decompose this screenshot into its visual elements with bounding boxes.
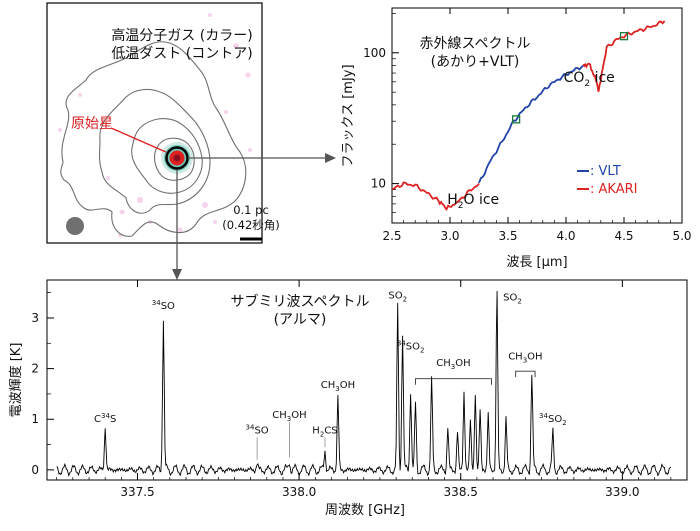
submm-line-label-c34s: C34S bbox=[94, 412, 116, 425]
submm-y-tick-label: 0 bbox=[31, 463, 39, 477]
submm-line-label-so2-a: SO2 bbox=[388, 291, 407, 304]
ir-x-axis-label: 波長 [μm] bbox=[506, 255, 567, 270]
image-panel: 高温分子ガス (カラー) 低温ダスト (コントア) 原始星 0.1 pc (0.… bbox=[46, 2, 336, 280]
ir-y-tick-label: 10 bbox=[371, 177, 386, 191]
ir-x-tick-label: 3.5 bbox=[498, 229, 517, 243]
submm-subtitle: (アルマ) bbox=[274, 312, 327, 328]
protostar bbox=[161, 142, 193, 174]
ir-markers bbox=[511, 32, 629, 124]
ir-x-tick-label: 2.5 bbox=[382, 229, 401, 243]
scale-label-line1: 0.1 pc bbox=[233, 203, 269, 217]
submm-series-line bbox=[56, 290, 672, 478]
ir-legend: : VLT : AKARI bbox=[577, 164, 637, 197]
submm-y-tick-label: 1 bbox=[31, 412, 39, 426]
submm-x-tick-label: 339.0 bbox=[605, 485, 639, 499]
ir-x-tick-label: 4.0 bbox=[556, 229, 575, 243]
arrow-to-ir-head bbox=[325, 153, 336, 163]
submm-line-label-ch3oh-b: CH3OH bbox=[321, 380, 355, 393]
ir-y-axis-label: フラックス [mJy] bbox=[341, 64, 356, 167]
submm-x-tick-label: 337.5 bbox=[120, 485, 154, 499]
submm-x-tick-label: 338.5 bbox=[444, 485, 478, 499]
emission-speckles bbox=[58, 13, 252, 237]
ir-x-tick-label: 4.5 bbox=[614, 229, 633, 243]
submm-line-label-ch3oh-a: CH3OH bbox=[272, 410, 306, 423]
protostar-label: 原始星 bbox=[71, 116, 113, 132]
ir-x-ticks: 2.5 3.0 3.5 4.0 4.5 5.0 bbox=[382, 8, 692, 243]
ir-subtitle: (あかり+VLT) bbox=[431, 54, 520, 70]
ir-annotation: H2O ice bbox=[447, 192, 499, 211]
arrow-to-submm-head bbox=[172, 269, 182, 280]
dust-contours bbox=[60, 41, 247, 237]
ir-series bbox=[391, 20, 666, 212]
ir-marker bbox=[619, 32, 629, 41]
ir-y-tick-label: 100 bbox=[363, 46, 386, 60]
submm-line-label-34so-a: 34SO bbox=[152, 299, 175, 312]
ir-series-akari bbox=[391, 181, 480, 212]
submm-plot-frame bbox=[46, 279, 688, 481]
submm-y-tick-label: 2 bbox=[31, 362, 39, 376]
submm-group-label: CH3OH bbox=[436, 358, 470, 371]
ir-x-tick-label: 5.0 bbox=[672, 229, 691, 243]
submm-line-label-h2cs: H2CS bbox=[312, 425, 337, 438]
ir-x-tick-label: 3.0 bbox=[440, 229, 459, 243]
contour-4 bbox=[153, 137, 195, 181]
protostar-pointer bbox=[110, 127, 167, 153]
ir-title: 赤外線スペクトル bbox=[419, 36, 530, 52]
submm-line-label-so2-b: SO2 bbox=[503, 292, 522, 305]
image-title-line2: 低温ダスト (コントア) bbox=[111, 46, 252, 62]
submm-y-ticks: 0 1 2 3 bbox=[31, 292, 54, 477]
contour-1 bbox=[60, 41, 247, 237]
submm-line-label-34so2-a: 34SO2 bbox=[397, 339, 425, 354]
legend-vlt-label: : VLT bbox=[590, 164, 621, 179]
contour-2 bbox=[98, 88, 211, 214]
ir-marker bbox=[511, 115, 521, 124]
submm-group-bracket bbox=[415, 378, 492, 385]
submm-line-label-34so-b: 34SO bbox=[246, 423, 269, 436]
submm-group-label: CH3OH bbox=[508, 351, 542, 364]
submm-line-label-34so2-b: 34SO2 bbox=[539, 412, 567, 427]
submm-title: サブミリ波スペクトル bbox=[230, 293, 369, 310]
ir-annotations: H2O ice CO2 ice bbox=[447, 70, 615, 211]
ir-plot-frame bbox=[391, 7, 683, 224]
contour-3 bbox=[131, 118, 203, 194]
ir-series-akari bbox=[582, 20, 666, 92]
submm-line-labels: C34S34SO34SOCH3OHH2CSCH3OHSO234SO2SO234S… bbox=[94, 291, 567, 460]
ir-annotation: CO2 ice bbox=[564, 70, 615, 89]
ir-y-ticks: 10 100 bbox=[363, 13, 399, 213]
scale-label-line2: (0.42秒角) bbox=[222, 218, 280, 232]
submm-y-tick-label: 3 bbox=[31, 311, 39, 325]
submm-group-labels: CH3OH CH3OH bbox=[415, 351, 543, 385]
ir-series-vlt bbox=[478, 64, 585, 184]
submm-x-axis-label: 周波数 [GHz] bbox=[325, 503, 405, 518]
submm-x-tick-label: 338.0 bbox=[282, 485, 316, 499]
submm-x-ticks: 337.5 338.0 338.5 339.0 bbox=[56, 280, 672, 499]
submm-y-axis-label: 電波輝度 [K] bbox=[8, 343, 24, 418]
beam-size-icon bbox=[66, 217, 84, 235]
submm-group-bracket bbox=[515, 370, 536, 378]
image-title-line1: 高温分子ガス (カラー) bbox=[111, 27, 252, 44]
legend-akari-label: : AKARI bbox=[590, 182, 637, 197]
